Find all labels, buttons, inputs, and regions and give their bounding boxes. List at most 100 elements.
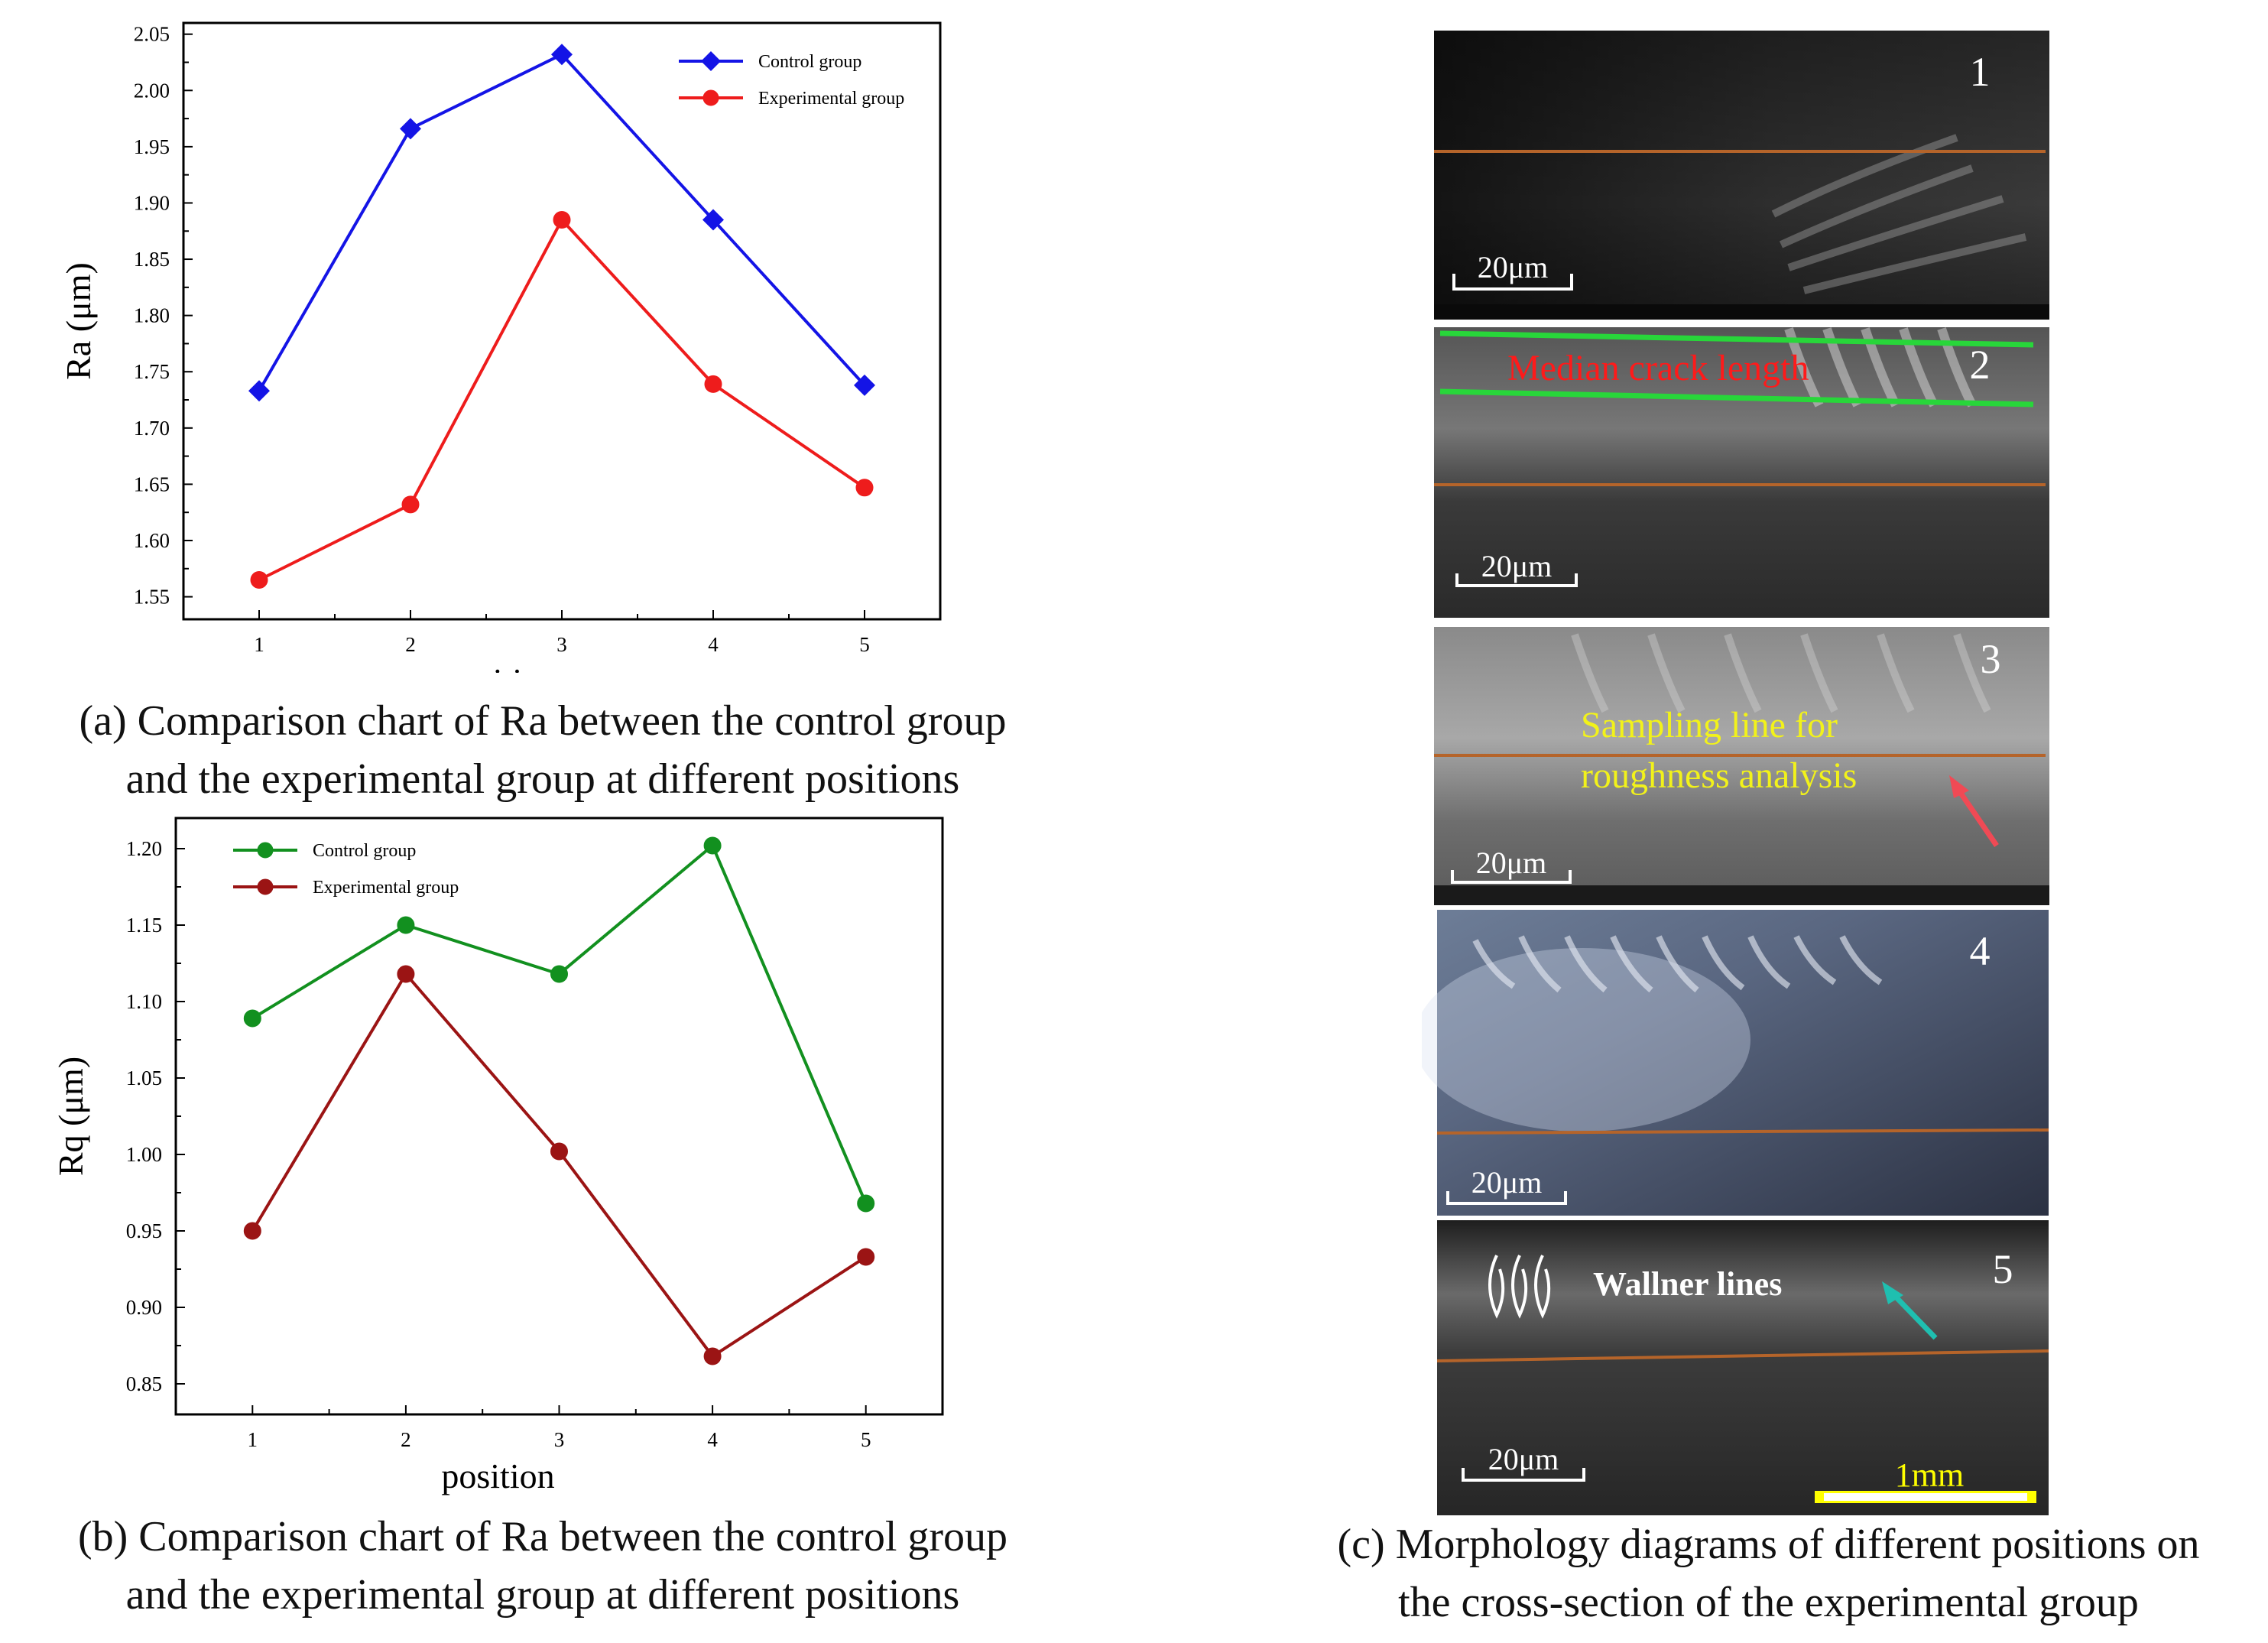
legend-marker-2 bbox=[257, 878, 274, 895]
x-tick-label: 2 bbox=[405, 633, 416, 656]
y-tick-label: 1.00 bbox=[126, 1143, 162, 1166]
morphology-caption-line1: (c) Morphology diagrams of different pos… bbox=[1337, 1521, 2200, 1568]
chart-a-caption: (a) Comparison chart of Ra between the c… bbox=[0, 692, 1085, 808]
x-tick-label: 4 bbox=[707, 1428, 718, 1451]
series-2-point-3 bbox=[550, 1142, 568, 1161]
y-tick-label: 1.55 bbox=[134, 586, 170, 609]
crack-top-line bbox=[1439, 330, 2034, 348]
morphology-panel-4: 20μm 4 bbox=[1422, 910, 2049, 1216]
chart-b-caption-line2: and the experimental group at different … bbox=[125, 1571, 960, 1619]
series-1-point-3 bbox=[550, 965, 568, 983]
x-tick-label: 2 bbox=[401, 1428, 411, 1451]
series-1-point-1 bbox=[243, 1009, 261, 1028]
legend-marker-2 bbox=[702, 89, 719, 106]
chart-a-caption-line2: and the experimental group at different … bbox=[125, 755, 960, 803]
legend-marker-1 bbox=[257, 842, 274, 859]
series-2-point-1 bbox=[243, 1222, 261, 1240]
series-1-point-3 bbox=[551, 44, 573, 66]
series-2-point-2 bbox=[397, 965, 415, 983]
y-tick-label: 1.75 bbox=[134, 360, 170, 383]
y-tick-label: 1.95 bbox=[134, 135, 170, 158]
series-line-2 bbox=[258, 217, 866, 582]
y-tick-label: 0.85 bbox=[126, 1372, 162, 1395]
panel-3-scale: 20μm bbox=[1476, 846, 1547, 880]
panel-5-scale: 20μm bbox=[1488, 1442, 1559, 1476]
legend-label-2: Experimental group bbox=[313, 878, 459, 898]
series-2-point-5 bbox=[855, 479, 874, 497]
sampling-annotation-line2: roughness analysis bbox=[1581, 755, 1857, 796]
panel-2-number: 2 bbox=[1970, 342, 1991, 388]
legend-marker-1 bbox=[701, 51, 721, 71]
y-tick-label: 1.70 bbox=[134, 417, 170, 440]
x-tick-label: 5 bbox=[859, 633, 870, 656]
x-tick-label: 5 bbox=[861, 1428, 871, 1451]
series-2-point-4 bbox=[704, 375, 722, 393]
x-tick-label: 1 bbox=[254, 633, 264, 656]
wallner-lines-icon bbox=[1488, 1255, 1551, 1319]
morphology-diagrams: 20μm 1 20μm 2 Median crack length Sampli… bbox=[1422, 31, 2049, 1515]
series-1-point-4 bbox=[702, 209, 724, 231]
series-2-point-4 bbox=[703, 1347, 722, 1365]
y-tick-label: 1.65 bbox=[134, 472, 170, 495]
y-tick-label: 1.15 bbox=[126, 914, 162, 937]
morphology-panel-3: Sampling line for roughness analysis 20μ… bbox=[1434, 627, 2049, 905]
morphology-panel-2: 20μm 2 Median crack length bbox=[1434, 327, 2049, 618]
x-tick-label: 3 bbox=[556, 633, 567, 656]
panel-3-number: 3 bbox=[1981, 636, 2001, 682]
series-1-point-2 bbox=[400, 118, 421, 140]
legend-label-1: Control group bbox=[758, 52, 861, 72]
x-axis-label: position bbox=[444, 661, 557, 673]
series-2-point-1 bbox=[250, 570, 268, 589]
y-tick-label: 2.00 bbox=[134, 79, 170, 102]
plot-frame bbox=[182, 21, 942, 621]
x-tick-label: 3 bbox=[554, 1428, 565, 1451]
morphology-panel-5: Wallner lines 20μm 5 1mm bbox=[1436, 1220, 2049, 1515]
y-axis-label: Rq (μm) bbox=[51, 1057, 90, 1176]
chart-a-caption-line1: (a) Comparison chart of Ra between the c… bbox=[79, 697, 1007, 745]
y-tick-label: 1.90 bbox=[134, 191, 170, 214]
panel-1-scale: 20μm bbox=[1478, 250, 1549, 284]
chart-b-caption: (b) Comparison chart of Ra between the c… bbox=[0, 1508, 1085, 1624]
series-2-point-3 bbox=[553, 211, 571, 229]
crack-bottom-line bbox=[1439, 388, 2034, 408]
series-1-point-2 bbox=[397, 916, 415, 934]
legend-label-2: Experimental group bbox=[758, 89, 904, 109]
y-tick-label: 1.80 bbox=[134, 304, 170, 327]
series-line-2 bbox=[251, 971, 867, 1359]
series-1-point-1 bbox=[248, 380, 270, 402]
y-tick-label: 0.90 bbox=[126, 1296, 162, 1319]
legend-label-1: Control group bbox=[313, 841, 416, 861]
x-axis-label: position bbox=[441, 1456, 554, 1495]
x-tick-label: 4 bbox=[708, 633, 719, 656]
y-tick-label: 1.85 bbox=[134, 248, 170, 271]
y-tick-label: 0.95 bbox=[126, 1219, 162, 1242]
series-2-point-5 bbox=[857, 1248, 875, 1266]
y-axis-label: Ra (μm) bbox=[59, 262, 98, 380]
panel-5-mm-scale: 1mm bbox=[1895, 1456, 1964, 1494]
y-tick-label: 1.20 bbox=[126, 837, 162, 860]
series-2-point-2 bbox=[401, 495, 420, 514]
morphology-caption: (c) Morphology diagrams of different pos… bbox=[1269, 1515, 2268, 1632]
rq-comparison-chart: 0.85 0.90 0.95 1.00 1.05 1.10 1.15 1.20 1 2 3 4 5 pos… bbox=[51, 817, 944, 1495]
morphology-panel-1: 20μm 1 bbox=[1434, 31, 2049, 320]
y-tick-label: 1.60 bbox=[134, 529, 170, 552]
y-tick-label: 2.05 bbox=[134, 23, 170, 46]
series-1-point-5 bbox=[854, 374, 875, 396]
y-tick-label: 1.10 bbox=[126, 990, 162, 1013]
crack-annotation: Median crack length bbox=[1507, 348, 1809, 388]
panel-1-number: 1 bbox=[1970, 49, 1991, 95]
chart-b-caption-line1: (b) Comparison chart of Ra between the c… bbox=[77, 1513, 1008, 1560]
series-1-point-5 bbox=[857, 1194, 875, 1213]
sampling-annotation-line1: Sampling line for bbox=[1581, 705, 1838, 745]
series-1-point-4 bbox=[703, 836, 722, 855]
panel-5-number: 5 bbox=[1993, 1246, 2013, 1292]
panel-4-number: 4 bbox=[1970, 928, 1991, 974]
wallner-annotation: Wallner lines bbox=[1593, 1265, 1782, 1303]
y-tick-label: 1.05 bbox=[126, 1067, 162, 1089]
x-tick-label: 1 bbox=[248, 1428, 258, 1451]
red-arrow-icon bbox=[1949, 775, 1999, 847]
panel-2-scale: 20μm bbox=[1481, 549, 1553, 583]
ra-comparison-chart: 1.55 1.60 1.65 1.70 1.75 1.80 1.85 1.90 1.95 2.00… bbox=[59, 21, 942, 673]
teal-arrow-icon bbox=[1882, 1281, 1938, 1340]
morphology-caption-line2: the cross-section of the experimental gr… bbox=[1398, 1579, 2139, 1626]
